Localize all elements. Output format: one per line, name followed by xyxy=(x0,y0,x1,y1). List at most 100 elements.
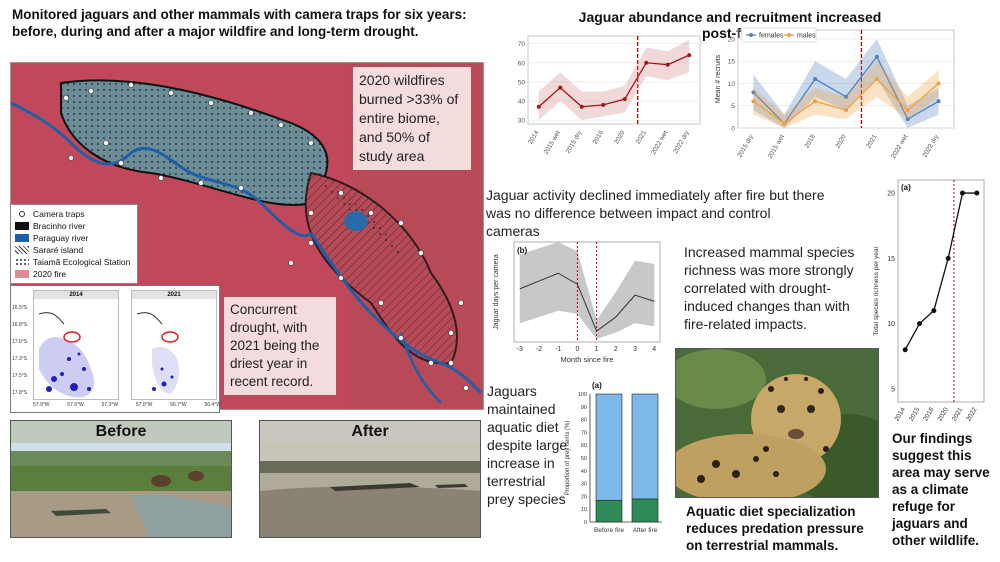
map-legend: Camera traps Bracinho river Paraguay riv… xyxy=(10,204,138,284)
legend-bracinho-river: Bracinho river xyxy=(15,220,133,232)
y-axis-title: Total species richness per year xyxy=(873,246,880,336)
x-tick-label: -2 xyxy=(536,346,542,353)
y-tick-label: 60 xyxy=(518,60,526,67)
data-point xyxy=(936,99,941,104)
data-point xyxy=(844,94,848,99)
tick-label: 17.0°S xyxy=(12,339,28,345)
ci-band-abundance xyxy=(538,39,690,121)
x-tick-label: 2020 xyxy=(834,133,847,149)
x-tick-label: Before fire xyxy=(594,527,624,534)
inset-panel-2014: 2014 xyxy=(33,290,119,400)
tick-label: 17.8°S xyxy=(12,390,28,396)
y-tick-label: 70 xyxy=(581,430,587,436)
data-point xyxy=(931,308,937,314)
x-tick-label: 2014 xyxy=(894,406,907,422)
data-point xyxy=(579,104,584,109)
activity-chart: -3 -2 -1 0 1 2 3 4 Month since fire Jaguar days p… xyxy=(493,241,661,364)
y-tick-label: 10 xyxy=(581,507,587,513)
x-tick-label: 0 xyxy=(575,346,579,353)
data-point xyxy=(813,77,818,81)
x-tick-label: 2015 dry xyxy=(736,133,755,159)
diet-text: Jaguars maintained aquatic diet despite … xyxy=(487,383,568,507)
tick-label: 56.4°W xyxy=(204,402,221,408)
circle-marker-icon xyxy=(15,210,29,218)
x-tick-label: 2021 xyxy=(951,406,964,422)
before-photo: Before xyxy=(10,420,232,538)
x-tick-label: 4 xyxy=(652,346,656,353)
x-tick-label: After fire xyxy=(633,527,658,534)
legend-label: Taiamã Ecological Station xyxy=(33,257,131,267)
x-tick-label: -3 xyxy=(517,346,523,353)
tick-label: 56.7°W xyxy=(170,402,187,408)
plot-frame xyxy=(513,241,661,343)
data-point xyxy=(905,117,910,122)
after-label: After xyxy=(260,421,480,443)
line-swatch-icon xyxy=(15,234,29,242)
y-tick-label: 100 xyxy=(578,392,587,398)
legend-label-females: females xyxy=(759,33,784,40)
x-tick-label: 2022 dry xyxy=(922,133,941,159)
data-point xyxy=(782,121,787,126)
y-tick-label: 20 xyxy=(581,494,587,500)
bar-aquatic xyxy=(595,393,623,501)
inset-map-2021 xyxy=(136,312,180,394)
jaguar-photo xyxy=(675,348,879,498)
x-tick-label: 2020 xyxy=(613,129,626,145)
y-tick-label: 30 xyxy=(518,118,526,125)
x-tick-label: 2022 wet xyxy=(890,133,909,160)
main-title: Monitored jaguars and other mammals with… xyxy=(12,7,467,39)
y-tick-label: 15 xyxy=(887,256,895,263)
data-point xyxy=(960,190,965,196)
inset-x-ticks: 57.9°W 57.6°W 57.3°W 57.0°W 56.7°W 56.4°… xyxy=(33,402,221,408)
x-tick-label: 2015 wet xyxy=(767,133,786,160)
x-tick-label: 2015 xyxy=(908,406,921,422)
hatch-swatch-icon xyxy=(15,246,29,254)
bar-terrestrial xyxy=(631,498,659,523)
drought-inset: 2014 2021 16.5°S 16.8°S 17.0°S 17.3°S 17… xyxy=(10,285,221,413)
recruits-chart: 0 5 10 15 20 2015 dry 2015 wet 2018 2020 2021 2022… xyxy=(715,27,955,160)
drought-note: Concurrent drought, with 2021 being the … xyxy=(224,297,336,395)
y-tick-label: 5 xyxy=(891,386,895,393)
bar-terrestrial xyxy=(595,499,623,523)
data-point xyxy=(945,255,951,261)
y-tick-label: 40 xyxy=(581,469,587,475)
before-label: Before xyxy=(11,421,231,443)
findings-text: Our findings suggest this area may serve… xyxy=(892,431,990,548)
legend-label-males: males xyxy=(797,33,816,40)
x-tick-label: 2021 xyxy=(635,129,648,145)
x-tick-label: 2014 xyxy=(527,129,540,145)
after-photo: After xyxy=(259,420,481,538)
data-point xyxy=(874,54,879,59)
data-point xyxy=(751,99,756,104)
data-point xyxy=(974,190,980,196)
y-tick-label: 40 xyxy=(518,99,526,106)
legend-marker-males xyxy=(787,33,791,37)
x-tick-label: 2021 xyxy=(865,133,878,149)
y-tick-label: 5 xyxy=(731,103,735,110)
richness-chart: 5 10 15 20 2014 2015 2018 2020 2021 2022 Total spe… xyxy=(873,179,985,423)
plot-frame xyxy=(527,35,701,125)
panel-label: (a) xyxy=(592,381,602,390)
wildfire-note: 2020 wildfires burned >33% of entire bio… xyxy=(353,67,471,170)
jaguar-photo-image xyxy=(676,349,878,497)
inset-panel-2021: 2021 xyxy=(131,290,217,400)
y-tick-label: 60 xyxy=(581,443,587,449)
series-line xyxy=(904,192,977,351)
tick-label: 57.3°W xyxy=(101,402,119,408)
legend-marker-females xyxy=(749,33,753,37)
activity-text: Jaguar activity declined immediately aft… xyxy=(486,187,825,239)
data-point xyxy=(687,53,692,58)
x-tick-label: -1 xyxy=(555,346,561,353)
y-tick-label: 70 xyxy=(518,41,526,48)
tick-label: 57.9°W xyxy=(33,402,50,408)
x-axis-title: Month since fire xyxy=(561,355,614,364)
tick-label: 16.5°S xyxy=(12,305,28,311)
y-axis-title: Proportion of prey items (%) xyxy=(565,421,571,496)
plot-frame xyxy=(897,179,985,403)
x-tick-label: 3 xyxy=(633,346,637,353)
ci-band-males xyxy=(753,61,939,128)
legend-label: 2020 fire xyxy=(33,269,67,279)
jaguar-caption: Aquatic diet specialization reduces pred… xyxy=(686,504,864,553)
y-tick-label: 80 xyxy=(581,418,587,424)
line-swatch-icon xyxy=(15,222,29,230)
